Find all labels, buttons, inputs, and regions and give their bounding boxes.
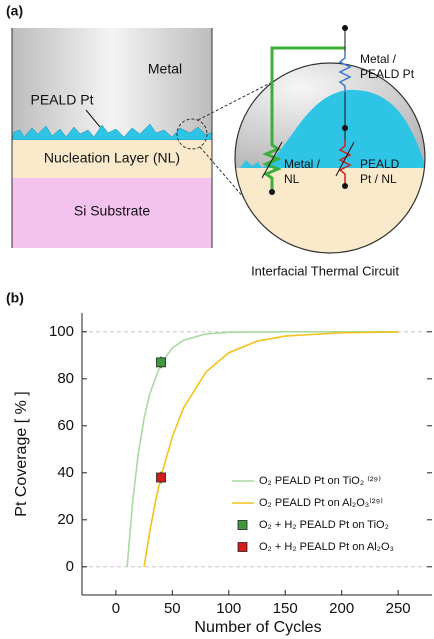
x-tick-label: 200 [329, 600, 354, 617]
x-tick-label: 50 [164, 600, 181, 617]
nl-label: Nucleation Layer (NL) [44, 150, 180, 166]
circuit-label: PEALD Pt [360, 67, 415, 81]
legend-label: O₂ + H₂ PEALD Pt on Al₂O₃ [259, 541, 394, 553]
pt-label: PEALD Pt [30, 92, 93, 108]
line [144, 332, 398, 567]
point [157, 358, 166, 367]
circuit-label: PEALD [360, 157, 400, 171]
circuit-label: Metal / [284, 157, 321, 171]
metal-layer [12, 28, 212, 140]
figure: (a) Metal PEALD Pt Nucleation Layer (NL)… [0, 0, 434, 639]
node [342, 125, 348, 131]
x-axis-label: Number of Cycles [194, 619, 321, 636]
inset-caption: Interfacial Thermal Circuit [251, 263, 399, 278]
y-tick-label: 40 [57, 464, 74, 481]
si-label: Si Substrate [74, 203, 150, 219]
legend-label: O₂ PEALD Pt on Al₂O₃⁽²⁹⁾ [259, 497, 383, 509]
point [157, 473, 166, 482]
node [342, 25, 348, 31]
metal-label: Metal [148, 61, 182, 77]
y-tick-label: 100 [49, 323, 74, 340]
y-tick-label: 60 [57, 417, 74, 434]
panel-label: (b) [6, 290, 24, 306]
node [342, 183, 348, 189]
y-tick-label: 80 [57, 370, 74, 387]
line [127, 332, 398, 567]
legend-swatch [238, 543, 247, 552]
circuit-label: Pt / NL [360, 172, 397, 186]
x-tick-label: 0 [112, 600, 120, 617]
panel-label: (a) [6, 3, 23, 19]
y-tick-label: 20 [57, 511, 74, 528]
legend-swatch [238, 521, 247, 530]
legend-label: O₂ PEALD Pt on TiO₂ ⁽²⁹⁾ [259, 475, 381, 487]
x-tick-label: 100 [216, 600, 241, 617]
circuit-label: NL [284, 172, 300, 186]
y-axis-label: Pt Coverage [ % ] [13, 391, 30, 516]
x-tick-label: 150 [273, 600, 298, 617]
node [269, 189, 275, 195]
inset-nl [230, 168, 430, 258]
y-tick-label: 0 [66, 558, 74, 575]
x-tick-label: 250 [386, 600, 411, 617]
circuit-label: Metal / [360, 52, 397, 66]
legend-label: O₂ + H₂ PEALD Pt on TiO₂ [259, 519, 389, 531]
